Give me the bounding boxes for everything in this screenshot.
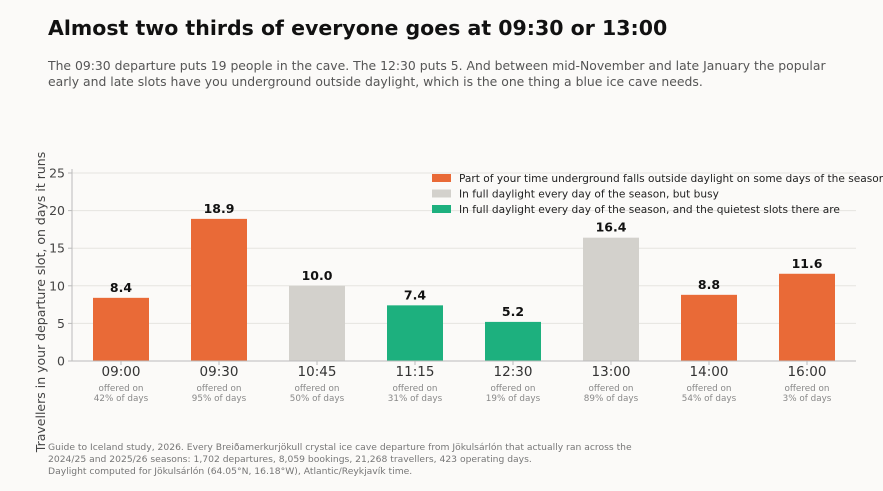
bar-value-label: 18.9 bbox=[204, 201, 235, 216]
x-tick-label: 09:30 bbox=[200, 364, 239, 380]
offered-label: offered on bbox=[686, 384, 731, 394]
y-tick-label: 0 bbox=[57, 354, 65, 369]
bar-1045 bbox=[289, 285, 345, 361]
y-tick-label: 20 bbox=[49, 203, 65, 218]
bar-1300 bbox=[583, 237, 639, 361]
offered-label: offered on bbox=[98, 384, 143, 394]
offered-label: offered on bbox=[196, 384, 241, 394]
x-tick-label: 13:00 bbox=[592, 364, 631, 380]
legend-swatch-outside-daylight bbox=[432, 174, 451, 182]
y-tick-label: 10 bbox=[49, 278, 65, 293]
offered-label: 42% of days bbox=[94, 394, 149, 404]
bar-value-label: 7.4 bbox=[404, 287, 426, 302]
bar-1230 bbox=[485, 321, 541, 361]
source-note: Guide to Iceland study, 2026. Every Brei… bbox=[48, 442, 632, 478]
bar-value-label: 10.0 bbox=[302, 268, 333, 283]
y-tick-label: 15 bbox=[49, 241, 65, 256]
offered-label: 50% of days bbox=[290, 394, 345, 404]
legend-label: In full daylight every day of the season… bbox=[459, 204, 840, 216]
y-axis-label: Travellers in your departure slot, on da… bbox=[33, 152, 48, 453]
source-line: 2024/25 and 2025/26 seasons: 1,702 depar… bbox=[48, 454, 532, 465]
offered-label: offered on bbox=[392, 384, 437, 394]
y-tick-label: 5 bbox=[57, 316, 65, 331]
bar-0930 bbox=[191, 218, 247, 361]
offered-label: offered on bbox=[490, 384, 535, 394]
bar-value-label: 5.2 bbox=[502, 304, 524, 319]
bar-1115 bbox=[387, 305, 443, 361]
legend: Part of your time underground falls outs… bbox=[432, 173, 883, 216]
bar-1400 bbox=[681, 294, 737, 361]
offered-label: 3% of days bbox=[783, 394, 832, 404]
x-tick-label: 10:45 bbox=[298, 364, 337, 380]
x-tick-label: 09:00 bbox=[102, 364, 141, 380]
x-tick-label: 14:00 bbox=[690, 364, 729, 380]
offered-label: 89% of days bbox=[584, 394, 639, 404]
legend-label: In full daylight every day of the season… bbox=[459, 189, 719, 201]
bar-0900 bbox=[93, 297, 149, 361]
gridlines bbox=[72, 172, 856, 362]
source-line: Guide to Iceland study, 2026. Every Brei… bbox=[48, 442, 632, 453]
y-tick-label: 25 bbox=[49, 166, 65, 181]
offered-label: 54% of days bbox=[682, 394, 737, 404]
bar-1600 bbox=[779, 273, 835, 361]
chart-subtitle: The 09:30 departure puts 19 people in th… bbox=[48, 58, 826, 90]
bar-value-label: 16.4 bbox=[596, 220, 627, 235]
bar-value-label: 8.8 bbox=[698, 277, 720, 292]
offered-label: offered on bbox=[294, 384, 339, 394]
legend-swatch-busy bbox=[432, 189, 451, 198]
source-line: Daylight computed for Jökulsárlón (64.05… bbox=[48, 466, 413, 477]
chart-title: Almost two thirds of everyone goes at 09… bbox=[48, 16, 668, 40]
subtitle-line: The 09:30 departure puts 19 people in th… bbox=[48, 58, 826, 73]
offered-label: 95% of days bbox=[192, 394, 247, 404]
legend-label: Part of your time underground falls outs… bbox=[459, 173, 883, 185]
bars: 8.4 18.9 10.0 7.4 5.2 16.4 8.8 11.6 bbox=[93, 201, 835, 361]
x-tick-label: 11:15 bbox=[396, 364, 435, 380]
x-tick-label: 16:00 bbox=[788, 364, 827, 380]
bar-value-label: 8.4 bbox=[110, 280, 132, 295]
offered-label: offered on bbox=[588, 384, 633, 394]
offered-label: 19% of days bbox=[486, 394, 541, 404]
offered-label: 31% of days bbox=[388, 394, 443, 404]
bar-value-label: 11.6 bbox=[792, 256, 823, 271]
offered-label: offered on bbox=[784, 384, 829, 394]
x-tick-label: 12:30 bbox=[494, 364, 533, 380]
subtitle-line: early and late slots have you undergroun… bbox=[48, 74, 703, 89]
legend-swatch-quiet bbox=[432, 205, 451, 213]
